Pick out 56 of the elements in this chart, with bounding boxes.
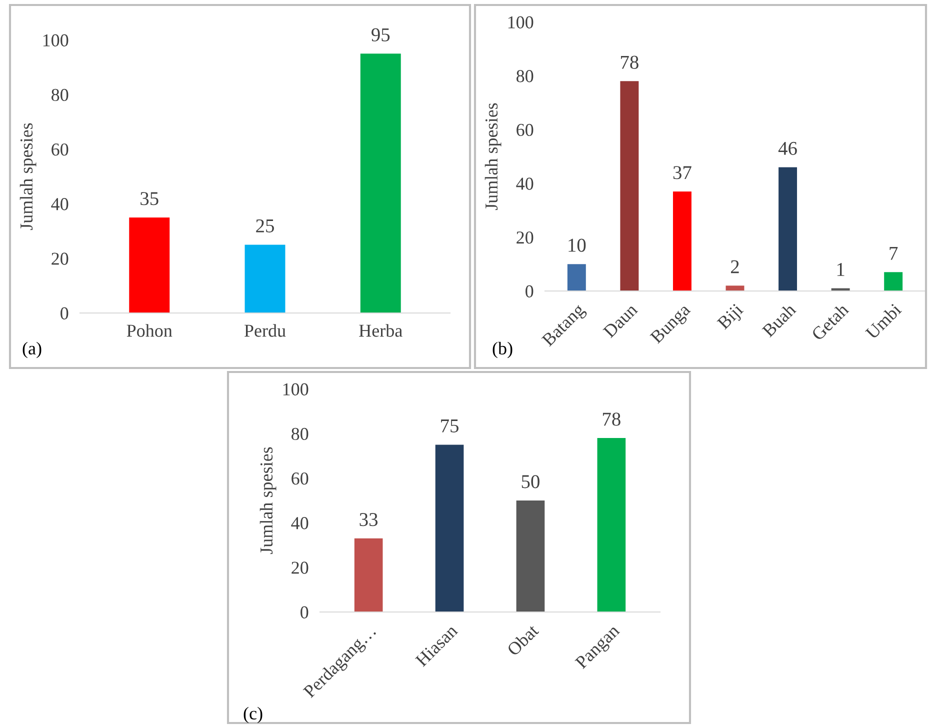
y-axis-title: Jumlah spesies bbox=[484, 103, 502, 210]
y-tick-label: 20 bbox=[516, 231, 534, 244]
data-label: 78 bbox=[621, 56, 638, 69]
y-tick-label: 100 bbox=[43, 34, 68, 46]
bar bbox=[884, 272, 903, 291]
y-axis-title: Jumlah spesies bbox=[20, 123, 36, 230]
y-tick-label: 40 bbox=[516, 178, 534, 190]
y-tick-label: 80 bbox=[292, 428, 308, 440]
y-tick-label: 40 bbox=[51, 198, 68, 210]
x-tick-label: Biji bbox=[716, 302, 746, 332]
y-tick-label: 60 bbox=[52, 143, 68, 156]
data-label: 1 bbox=[837, 263, 844, 276]
bar bbox=[672, 191, 692, 291]
text: (c) bbox=[244, 706, 262, 724]
data-label: 33 bbox=[360, 513, 378, 526]
y-tick-label: 100 bbox=[508, 16, 534, 28]
bar bbox=[597, 438, 626, 612]
bar bbox=[778, 167, 798, 291]
data-label: 25 bbox=[256, 219, 274, 232]
bar bbox=[354, 538, 383, 612]
y-tick-label: 20 bbox=[52, 252, 68, 265]
bar bbox=[244, 244, 286, 313]
text: (a) bbox=[22, 342, 42, 358]
y-tick-label: 0 bbox=[60, 307, 68, 320]
data-label: 50 bbox=[522, 475, 540, 488]
text: (b) bbox=[492, 342, 512, 358]
data-label: 7 bbox=[890, 246, 898, 260]
data-label: 46 bbox=[778, 142, 797, 155]
bar bbox=[516, 500, 545, 612]
y-axis-title: Jumlah spesies bbox=[260, 447, 276, 554]
x-tick-label: Pohon bbox=[126, 324, 172, 337]
data-label: 37 bbox=[673, 166, 692, 180]
bar bbox=[726, 286, 744, 291]
y-tick-label: 20 bbox=[292, 562, 308, 574]
y-tick-label: 80 bbox=[52, 88, 68, 102]
x-tick-label: Perdu bbox=[244, 324, 286, 337]
x-tick-label: Herba bbox=[359, 324, 402, 337]
y-tick-label: 40 bbox=[291, 517, 308, 530]
y-tick-label: 60 bbox=[292, 472, 308, 485]
data-label: 35 bbox=[140, 192, 158, 206]
bar bbox=[620, 81, 639, 291]
bar bbox=[435, 444, 464, 612]
data-label: 78 bbox=[602, 412, 620, 426]
x-tick-label: Obat bbox=[506, 623, 540, 656]
bar bbox=[360, 54, 401, 313]
bar bbox=[567, 264, 586, 291]
data-label: 2 bbox=[730, 260, 739, 274]
y-tick-label: 100 bbox=[283, 383, 308, 396]
bar bbox=[129, 217, 170, 313]
data-label: 75 bbox=[441, 420, 458, 432]
y-tick-label: 0 bbox=[300, 606, 308, 618]
y-tick-label: 0 bbox=[526, 285, 534, 298]
y-tick-label: 80 bbox=[516, 70, 534, 82]
data-label: 95 bbox=[372, 28, 390, 42]
data-label: 10 bbox=[568, 238, 586, 252]
y-tick-label: 60 bbox=[516, 124, 534, 136]
